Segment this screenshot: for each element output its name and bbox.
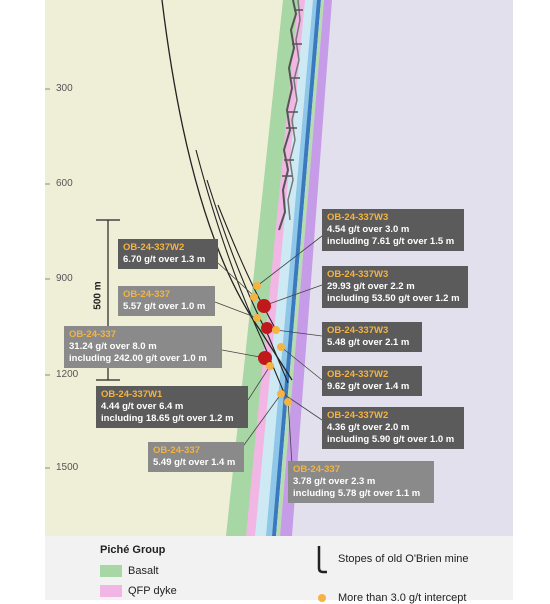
callout-line: including 53.50 g/t over 1.2 m xyxy=(327,293,460,304)
stope-levels xyxy=(282,9,303,177)
callout-line: 4.44 g/t over 6.4 m xyxy=(101,401,184,412)
intercept-large xyxy=(261,322,273,334)
callout-337-d: OB-24-337 3.78 g/t over 2.3 m including … xyxy=(288,461,434,503)
blue-band xyxy=(266,0,318,536)
stopes-symbol-icon xyxy=(317,546,327,574)
depth-label: 900 xyxy=(56,273,73,284)
legend-item-label: QFP dyke xyxy=(128,585,177,597)
intercept-small xyxy=(253,282,261,290)
stopes-outline xyxy=(278,0,298,231)
callout-hole-id: OB-24-337W2 xyxy=(327,369,389,380)
callout-w3-c: OB-24-337W3 5.48 g/t over 2.1 m xyxy=(322,322,422,352)
intercept-small xyxy=(277,390,285,398)
legend-item-basalt: Basalt xyxy=(100,565,159,578)
legend-group-title: Piché Group xyxy=(100,544,166,556)
callout-line: 6.70 g/t over 1.3 m xyxy=(123,254,206,265)
callout-hole-id: OB-24-337W1 xyxy=(101,389,163,400)
callout-hole-id: OB-24-337W2 xyxy=(327,410,389,421)
intercept-small xyxy=(272,326,280,334)
callout-hole-id: OB-24-337W2 xyxy=(123,242,185,253)
qfp-dyke-band xyxy=(246,0,306,536)
intercept-small xyxy=(250,293,258,301)
callout-hole-id: OB-24-337W3 xyxy=(327,269,389,280)
callout-hole-id: OB-24-337W3 xyxy=(327,212,389,223)
callout-line: 5.49 g/t over 1.4 m xyxy=(153,457,236,468)
drill-trace-ob-24-337 xyxy=(161,0,293,381)
depth-label: 1500 xyxy=(56,462,79,473)
depth-label: 600 xyxy=(56,178,73,189)
intercept-large xyxy=(258,351,272,365)
leader-lines xyxy=(214,235,323,466)
scale-bar-label: 500 m xyxy=(92,281,104,310)
callout-line: including 5.78 g/t over 1.1 m xyxy=(293,488,421,499)
intercept-markers xyxy=(250,282,292,406)
callout-line: 5.57 g/t over 1.0 m xyxy=(123,301,206,312)
callout-line: including 18.65 g/t over 1.2 m xyxy=(101,413,234,424)
callout-w2-b: OB-24-337W2 9.62 g/t over 1.4 m xyxy=(322,366,422,396)
intercept-symbol-icon xyxy=(318,594,326,602)
callout-w1: OB-24-337W1 4.44 g/t over 6.4 m includin… xyxy=(96,386,248,428)
callout-hole-id: OB-24-337 xyxy=(293,464,340,475)
callout-line: including 7.61 g/t over 1.5 m xyxy=(327,236,455,247)
legend: Piché Group Basalt QFP dyke Stopes of ol… xyxy=(45,536,513,604)
callout-hole-id: OB-24-337 xyxy=(123,289,170,300)
legend-item-qfp-dyke: QFP dyke xyxy=(100,585,177,598)
intercept-small xyxy=(284,398,292,406)
callout-line: 5.48 g/t over 2.1 m xyxy=(327,337,410,348)
callout-hole-id: OB-24-337 xyxy=(69,329,116,340)
callout-line: 3.78 g/t over 2.3 m xyxy=(293,476,376,487)
callout-w3-b: OB-24-337W3 29.93 g/t over 2.2 m includi… xyxy=(322,266,468,308)
drill-trace-w3 xyxy=(217,204,277,331)
callout-w2-a: OB-24-337W2 6.70 g/t over 1.3 m xyxy=(118,239,218,269)
callout-337-b: OB-24-337 31.24 g/t over 8.0 m including… xyxy=(64,326,222,368)
callout-337-c: OB-24-337 5.49 g/t over 1.4 m xyxy=(148,442,244,472)
legend-item-label: Basalt xyxy=(128,565,159,577)
legend-stopes-label: Stopes of old O'Brien mine xyxy=(338,553,469,565)
callout-line: 29.93 g/t over 2.2 m xyxy=(327,281,415,292)
light-blue-band xyxy=(255,0,316,536)
basalt-swatch xyxy=(100,565,122,578)
callout-line: including 242.00 g/t over 1.0 m xyxy=(69,353,207,364)
callout-line: 31.24 g/t over 8.0 m xyxy=(69,341,157,352)
intercept-large xyxy=(257,299,271,313)
depth-tick-marks xyxy=(45,88,50,469)
callout-line: 4.54 g/t over 3.0 m xyxy=(327,224,410,235)
intercept-small xyxy=(277,343,285,351)
qfp-dyke-swatch xyxy=(100,585,122,598)
callout-w3-a: OB-24-337W3 4.54 g/t over 3.0 m includin… xyxy=(322,209,464,251)
intercept-small xyxy=(266,362,274,370)
intercept-small xyxy=(253,314,261,322)
callout-line: including 5.90 g/t over 1.0 m xyxy=(327,434,455,445)
legend-intercept-label: More than 3.0 g/t intercept xyxy=(338,592,467,604)
callout-line: 4.36 g/t over 2.0 m xyxy=(327,422,410,433)
stopes-outline-2 xyxy=(287,0,301,221)
callout-337-a: OB-24-337 5.57 g/t over 1.0 m xyxy=(118,286,215,316)
callout-line: 9.62 g/t over 1.4 m xyxy=(327,381,410,392)
callout-hole-id: OB-24-337W3 xyxy=(327,325,389,336)
violet-band xyxy=(280,0,332,536)
callout-w2-c: OB-24-337W2 4.36 g/t over 2.0 m includin… xyxy=(322,407,464,449)
depth-label: 300 xyxy=(56,83,73,94)
callout-hole-id: OB-24-337 xyxy=(153,445,200,456)
drill-trace-w1 xyxy=(195,149,286,396)
depth-label: 1200 xyxy=(56,369,79,380)
